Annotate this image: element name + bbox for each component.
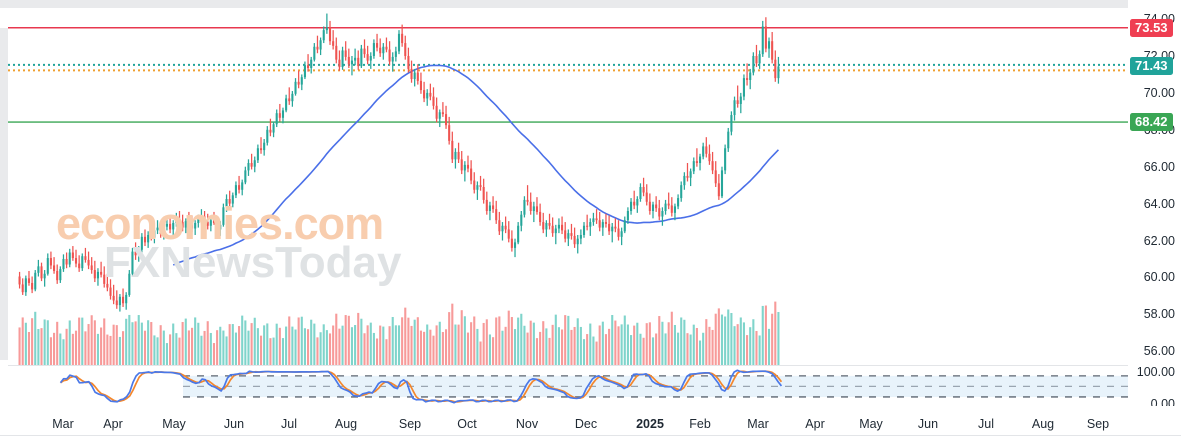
stochastic-k-line: [59, 369, 783, 404]
top-scrollbar-track[interactable]: [0, 0, 1181, 8]
price-badge-68.42[interactable]: 68.42: [1130, 113, 1173, 132]
stochastic-axis-tick: 100.00: [1136, 365, 1175, 379]
time-axis-tick: Jun: [917, 417, 939, 431]
price-axis-tick: 64.00: [1143, 196, 1175, 211]
time-axis-tick: Jul: [978, 417, 994, 431]
time-axis-tick: Mar: [52, 417, 74, 431]
top-strip-right-gap: [1128, 0, 1181, 8]
time-axis-tick: 2025: [636, 417, 664, 431]
time-axis-tick: Jun: [223, 417, 245, 431]
time-axis-tick: Feb: [689, 417, 711, 431]
xaxis-bottom-rule: [0, 435, 1181, 436]
price-axis-tick: 70.00: [1143, 85, 1175, 100]
time-axis-tick: Apr: [103, 417, 123, 431]
stochastic-pane[interactable]: [8, 366, 1128, 406]
time-axis-tick: Dec: [574, 417, 598, 431]
time-axis-tick: Aug: [1031, 417, 1055, 431]
price-axis[interactable]: 74.0072.0070.0068.0066.0064.0062.0060.00…: [1128, 8, 1181, 411]
price-chart-pane[interactable]: [8, 8, 1128, 366]
volume-bars: [18, 301, 780, 366]
horizontal-reference-lines: [8, 27, 1128, 123]
price-axis-tick: 56.00: [1143, 344, 1175, 359]
price-axis-tick: 66.00: [1143, 159, 1175, 174]
time-axis-tick: Nov: [515, 417, 539, 431]
candlesticks: [18, 13, 780, 312]
left-scrollbar-track[interactable]: [0, 28, 8, 360]
price-svg: [8, 13, 1128, 366]
time-axis-tick: Oct: [457, 417, 477, 431]
price-badge-73.53[interactable]: 73.53: [1130, 18, 1173, 37]
time-axis-tick: Apr: [805, 417, 825, 431]
time-axis-tick: Sep: [398, 417, 422, 431]
stochastic-svg: [59, 369, 1128, 404]
time-axis-tick: Sep: [1086, 417, 1110, 431]
time-axis-tick: Mar: [747, 417, 769, 431]
time-axis[interactable]: Mar Apr May Jun Jul Aug Sep Oct Nov Dec 2025 Feb Mar…: [0, 406, 1181, 442]
price-badge-71.43[interactable]: 71.43: [1130, 57, 1173, 76]
time-axis-tick: May: [162, 417, 186, 431]
pane-divider: [8, 365, 1128, 366]
price-axis-tick: 58.00: [1143, 307, 1175, 322]
time-axis-tick: Jul: [281, 417, 297, 431]
price-axis-tick: 60.00: [1143, 270, 1175, 285]
moving-average-line: [172, 64, 780, 266]
price-axis-tick: 62.00: [1143, 233, 1175, 248]
stochastic-band: [183, 375, 1128, 397]
time-axis-tick: May: [859, 417, 883, 431]
time-axis-tick: Aug: [334, 417, 358, 431]
